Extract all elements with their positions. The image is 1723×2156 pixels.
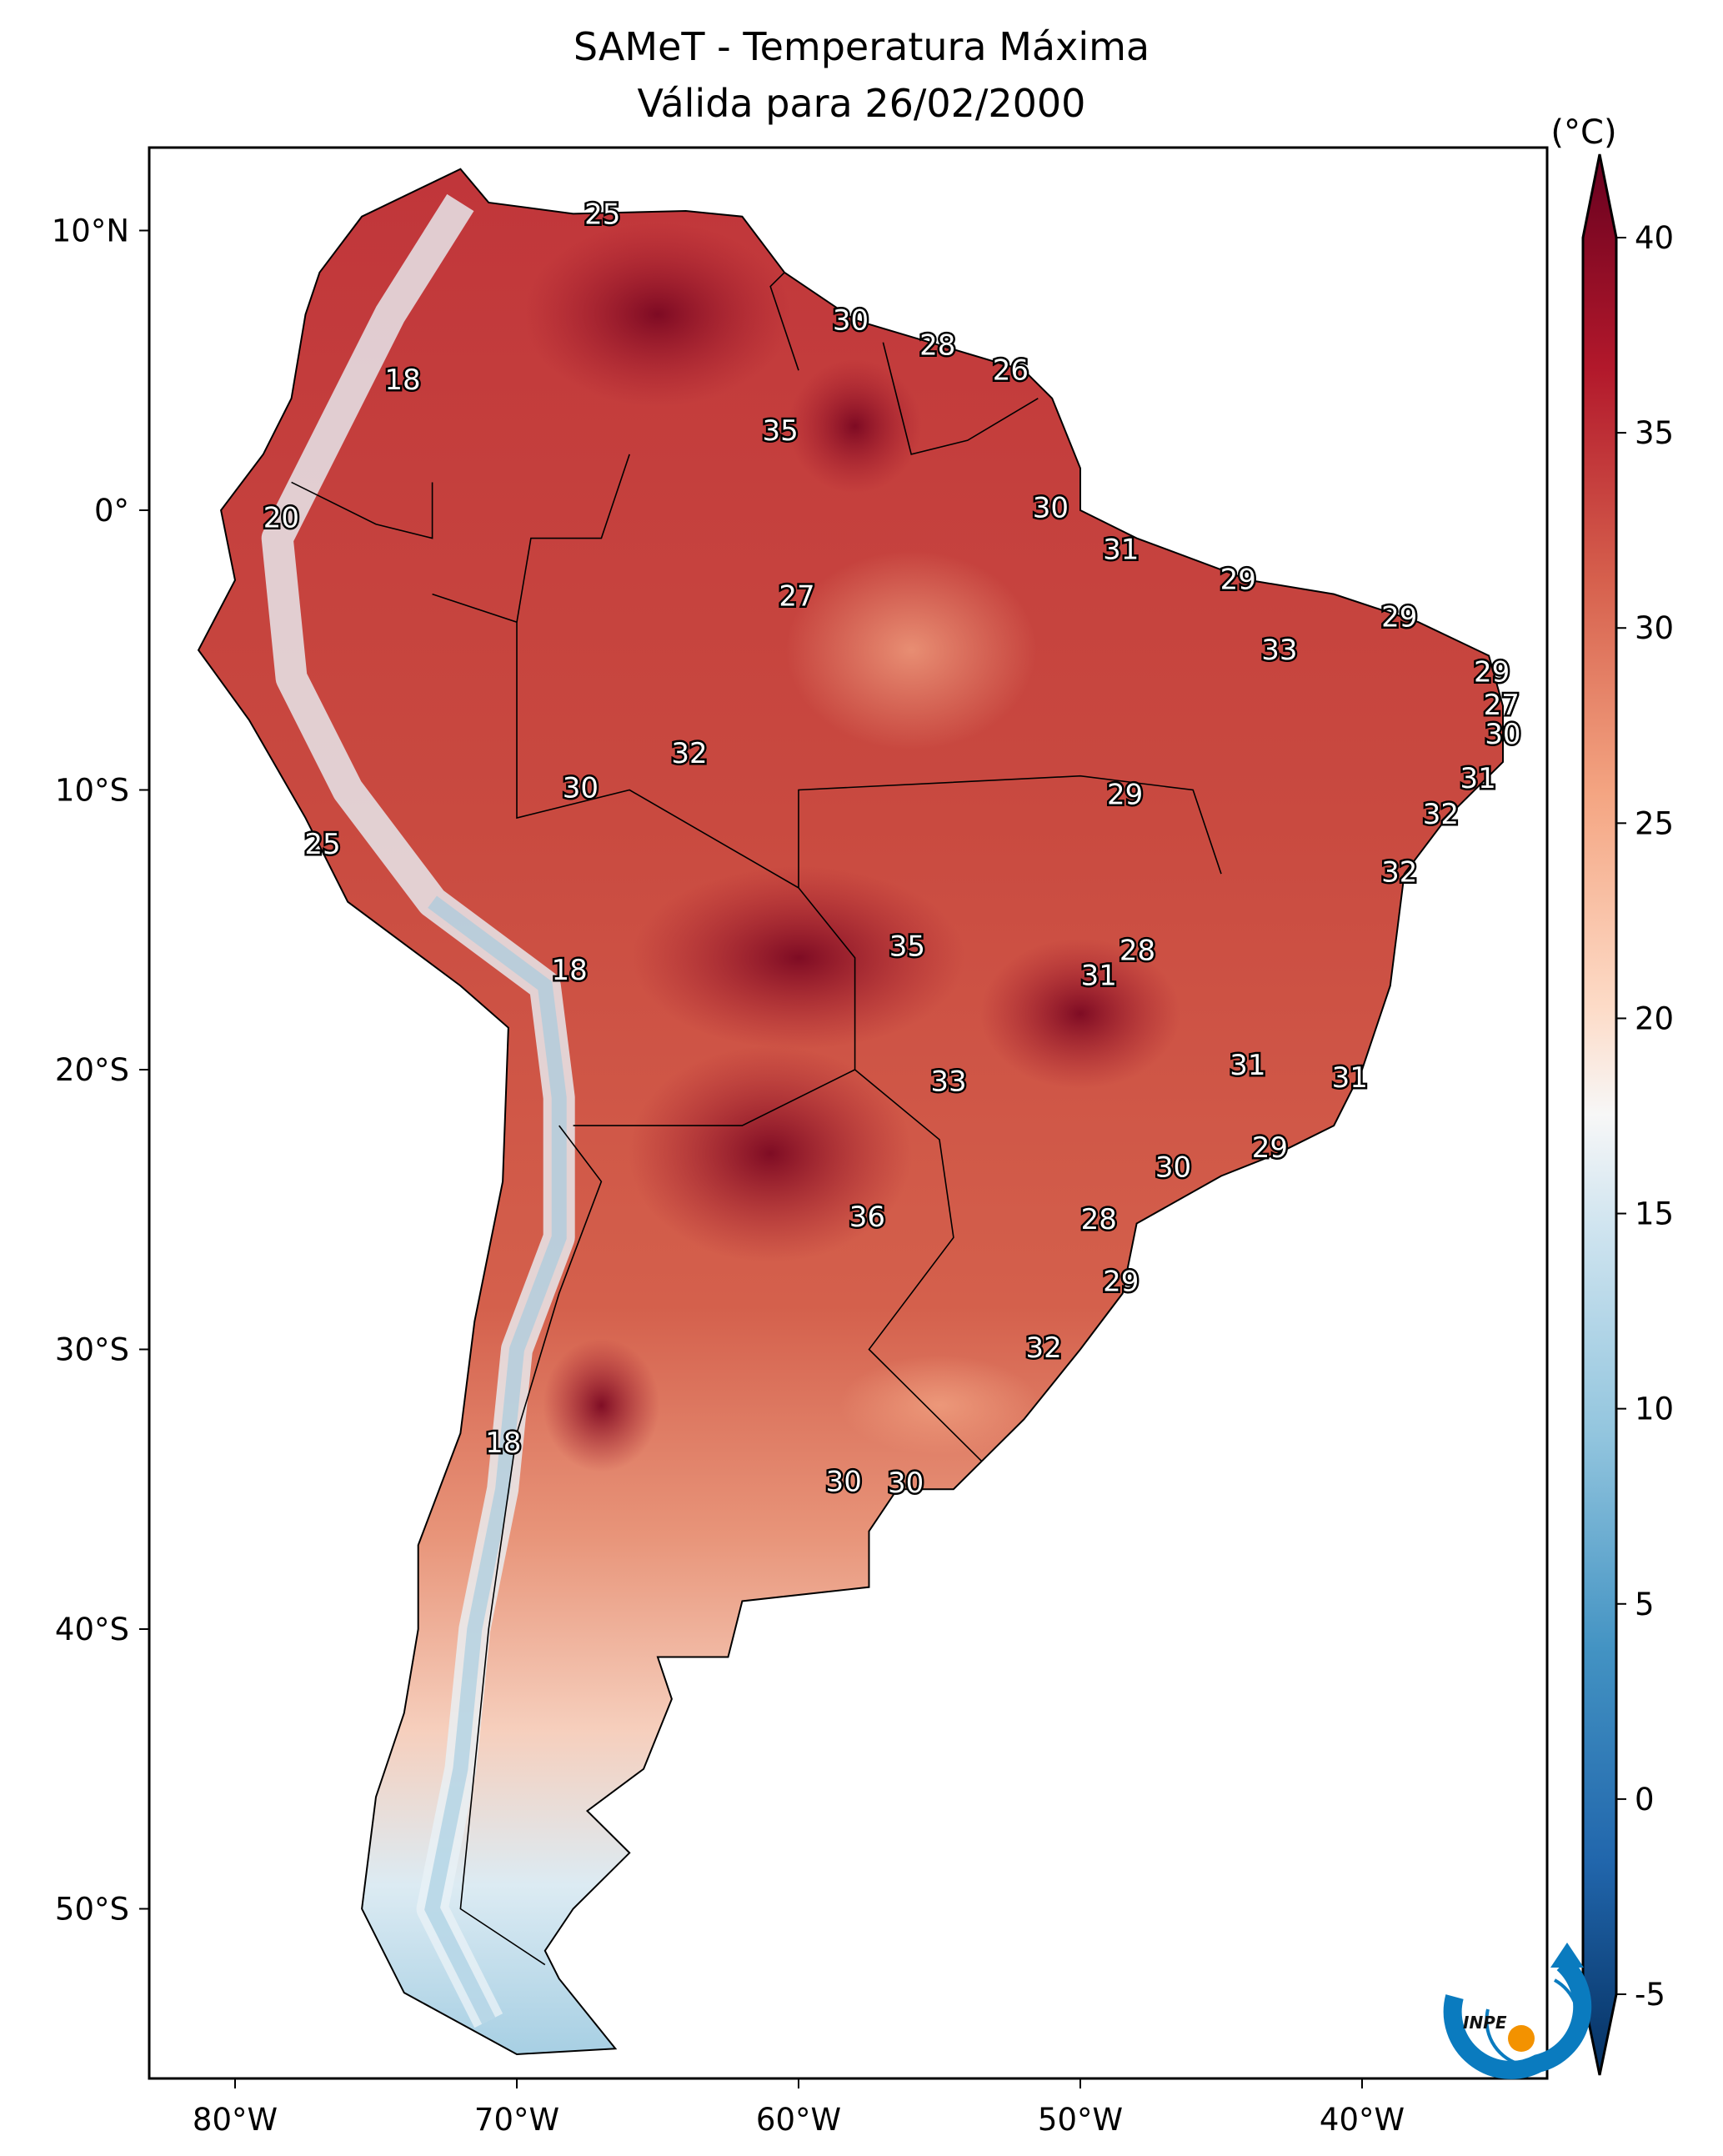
contour-label: 29 xyxy=(1474,655,1510,689)
colorbar-tick-label: 10 xyxy=(1635,1391,1674,1427)
contour-label: 32 xyxy=(1025,1331,1061,1365)
x-tick-label: 80°W xyxy=(193,2102,278,2138)
contour-label: 30 xyxy=(826,1465,862,1498)
contour-label: 32 xyxy=(671,737,707,770)
country-borders xyxy=(291,272,1222,1966)
contour-label: 31 xyxy=(1460,762,1495,795)
contour-label: 29 xyxy=(1220,564,1256,597)
contour-label: 30 xyxy=(888,1467,924,1500)
contour-label: 31 xyxy=(1230,1049,1265,1082)
contour-label: 25 xyxy=(304,828,340,861)
contour-label: 30 xyxy=(563,771,599,805)
y-tick-label: 10°N xyxy=(52,213,129,249)
contour-label: 27 xyxy=(779,580,814,614)
contour-label: 27 xyxy=(1484,689,1520,722)
contour-label: 28 xyxy=(1081,1203,1117,1236)
inpe-logo: INPE xyxy=(1443,1943,1592,2079)
contour-label: 20 xyxy=(263,501,299,534)
contour-label: 30 xyxy=(1033,492,1069,525)
contour-label: 25 xyxy=(584,198,620,231)
y-tick-label: 40°S xyxy=(55,1612,129,1647)
contour-label: 18 xyxy=(384,364,420,397)
contour-label: 31 xyxy=(1081,959,1117,992)
contour-label: 18 xyxy=(551,954,587,987)
contour-label: 30 xyxy=(1485,718,1520,751)
colorbar-tick-label: 20 xyxy=(1635,1000,1674,1036)
chart-title: SAMeT - Temperatura Máxima Válida para 2… xyxy=(0,18,1723,132)
colorbar-tick-label: 35 xyxy=(1635,415,1674,451)
x-tick-label: 70°W xyxy=(474,2102,559,2138)
contour-label: 29 xyxy=(1107,779,1143,812)
colorbar-tick-label: 25 xyxy=(1635,805,1674,841)
y-tick-label: 30°S xyxy=(55,1332,129,1368)
x-tick-label: 60°W xyxy=(756,2102,841,2138)
colorbar-scale xyxy=(1581,153,1618,2076)
axes-frame xyxy=(148,146,1549,2080)
contour-label: 28 xyxy=(1119,935,1155,968)
contour-label: 29 xyxy=(1103,1266,1139,1299)
contour-label: 29 xyxy=(1381,600,1417,634)
colorbar-label: (°C) xyxy=(1550,113,1616,152)
contour-label: 35 xyxy=(763,414,799,448)
x-tick-label: 50°W xyxy=(1038,2102,1123,2138)
contour-label: 30 xyxy=(1155,1151,1191,1184)
colorbar-tick-label: -5 xyxy=(1635,1977,1665,2013)
contour-label: 18 xyxy=(485,1426,521,1460)
contour-label: 26 xyxy=(993,353,1029,387)
contour-label: 32 xyxy=(1423,798,1459,831)
y-tick-label: 50°S xyxy=(55,1892,129,1928)
contour-label: 28 xyxy=(919,329,955,363)
contour-label: 35 xyxy=(889,930,925,964)
contour-label: 31 xyxy=(1332,1061,1368,1095)
y-tick-label: 10°S xyxy=(55,773,129,809)
coastline xyxy=(197,168,1504,2055)
contour-label: 36 xyxy=(849,1201,885,1234)
logo-text: INPE xyxy=(1463,2013,1507,2033)
contour-label: 33 xyxy=(930,1065,966,1099)
y-tick-label: 0° xyxy=(94,493,129,529)
contour-label: 33 xyxy=(1261,634,1297,667)
colorbar: (°C) 40 35 30 25 20 15 10 5 0 -5 xyxy=(1550,113,1674,2076)
contour-label: 29 xyxy=(1252,1131,1288,1165)
x-tick-label: 40°W xyxy=(1320,2102,1405,2138)
subtitle-line: Válida para 26/02/2000 xyxy=(637,81,1086,126)
colorbar-tick-label: 30 xyxy=(1635,610,1674,646)
colorbar-tick-label: 0 xyxy=(1635,1782,1655,1818)
contour-label: 30 xyxy=(833,304,869,338)
contour-label: 31 xyxy=(1103,533,1139,566)
colorbar-tick-label: 40 xyxy=(1635,220,1674,256)
colorbar-tick-label: 5 xyxy=(1635,1587,1655,1622)
title-line: SAMeT - Temperatura Máxima xyxy=(573,24,1150,69)
y-tick-label: 20°S xyxy=(55,1052,129,1088)
contour-label: 32 xyxy=(1381,855,1417,889)
colorbar-tick-label: 15 xyxy=(1635,1196,1674,1232)
